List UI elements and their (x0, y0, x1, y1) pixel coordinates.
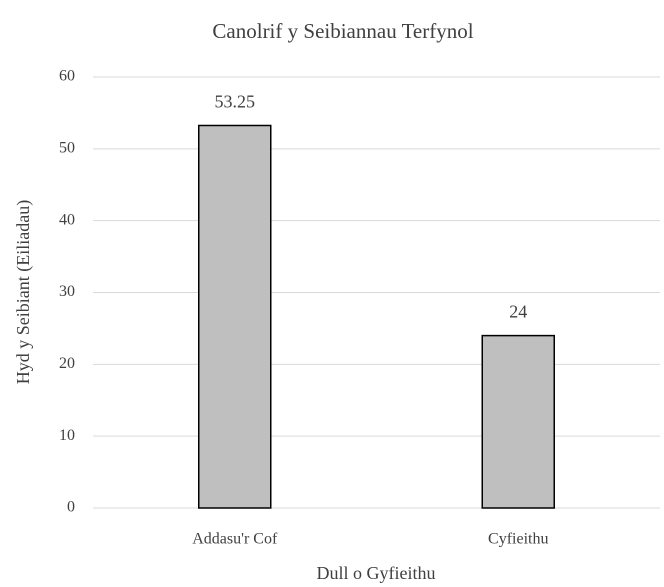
bar (481, 334, 555, 509)
x-axis-title: Dull o Gyfieithu (317, 563, 436, 583)
y-tick-label: 10 (59, 427, 75, 444)
bar (198, 124, 272, 509)
y-tick-label: 40 (59, 211, 75, 228)
chart-title: Canolrif y Seibiannau Terfynol (212, 19, 473, 43)
y-tick-label: 60 (59, 68, 75, 85)
data-label: 24 (509, 302, 527, 322)
y-tick-label: 20 (59, 355, 75, 372)
y-tick-label: 30 (59, 283, 75, 300)
data-label: 53.25 (215, 92, 256, 112)
y-tick-label: 0 (67, 499, 75, 516)
y-axis-title: Hyd y Seibiant (Eiliadau) (13, 200, 34, 384)
x-tick-label: Addasu'r Cof (192, 531, 278, 548)
y-tick-label: 50 (59, 140, 75, 157)
x-tick-label: Cyfieithu (488, 531, 548, 548)
